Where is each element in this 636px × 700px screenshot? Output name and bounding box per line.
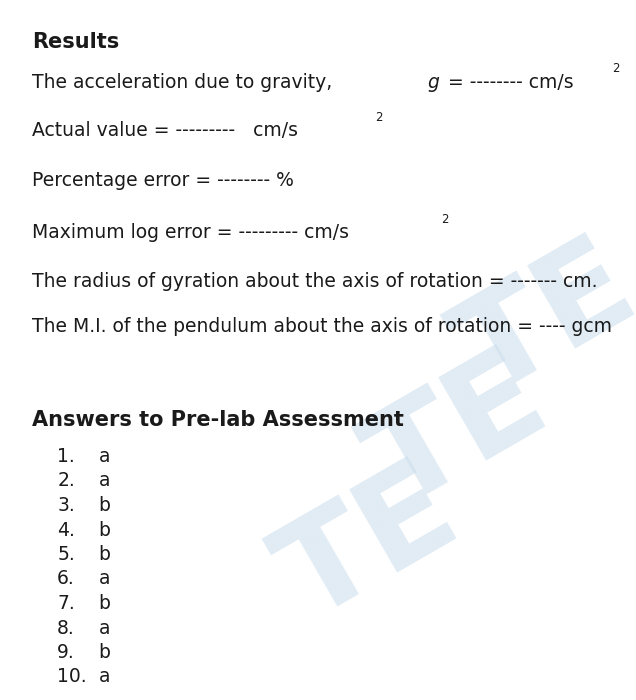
Text: a: a [99, 619, 110, 638]
Text: 2: 2 [375, 111, 382, 124]
Text: b: b [99, 594, 111, 613]
Text: 9.: 9. [57, 643, 75, 662]
Text: b: b [99, 521, 111, 540]
Text: The M.I. of the pendulum about the axis of rotation = ---- gcm: The M.I. of the pendulum about the axis … [32, 318, 612, 337]
Text: b: b [99, 643, 111, 662]
Text: 3.: 3. [57, 496, 75, 515]
Text: 7.: 7. [57, 594, 75, 613]
Text: 2: 2 [441, 213, 448, 225]
Text: The radius of gyration about the axis of rotation = ------- cm.: The radius of gyration about the axis of… [32, 272, 597, 291]
Text: b: b [99, 545, 111, 564]
Text: Actual value = ---------   cm/s: Actual value = --------- cm/s [32, 122, 298, 141]
Text: TE: TE [437, 222, 636, 422]
Text: b: b [99, 496, 111, 515]
Text: = -------- cm/s: = -------- cm/s [442, 73, 574, 92]
Text: 4.: 4. [57, 521, 75, 540]
Text: a: a [99, 668, 110, 687]
Text: g: g [427, 73, 439, 92]
Text: 10.: 10. [57, 668, 87, 687]
Text: Results: Results [32, 32, 119, 52]
Text: 2.: 2. [57, 472, 75, 491]
Text: a: a [99, 447, 110, 466]
Text: 6.: 6. [57, 570, 75, 589]
Text: Maximum log error = --------- cm/s: Maximum log error = --------- cm/s [32, 223, 349, 242]
Text: Answers to Pre-lab Assessment: Answers to Pre-lab Assessment [32, 410, 404, 430]
Text: 1.: 1. [57, 447, 75, 466]
Text: 2: 2 [612, 62, 619, 75]
Text: 8.: 8. [57, 619, 75, 638]
Text: The acceleration due to gravity,: The acceleration due to gravity, [32, 73, 338, 92]
Text: a: a [99, 570, 110, 589]
Text: TE: TE [348, 334, 568, 534]
Text: a: a [99, 472, 110, 491]
Text: Percentage error = -------- %: Percentage error = -------- % [32, 171, 294, 190]
Text: TE: TE [259, 446, 479, 646]
Text: 5.: 5. [57, 545, 75, 564]
